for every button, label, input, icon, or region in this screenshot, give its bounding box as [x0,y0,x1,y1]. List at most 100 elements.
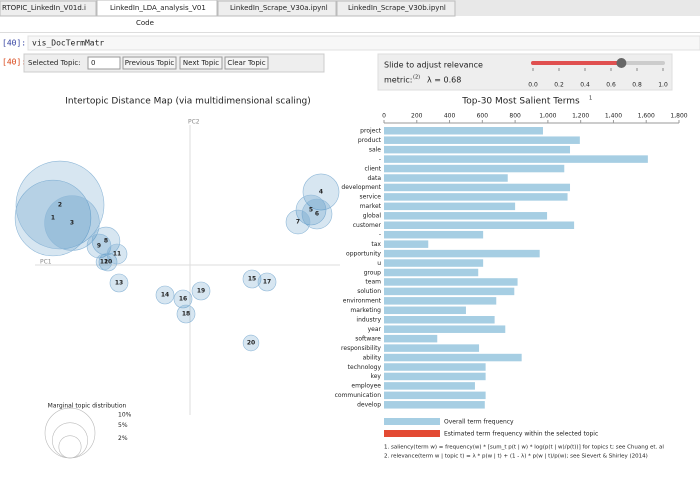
slider-label: Slide to adjust relevance [384,61,483,70]
term-label: group [364,269,382,276]
term-label: global [363,213,382,220]
bar [384,297,497,305]
size-legend-title: Marginal topic distribution [48,403,127,410]
x-tick-label: 1,600 [638,113,655,120]
topic-label: 3 [70,220,74,227]
bar [384,278,518,286]
topic-bubble[interactable] [95,253,113,271]
tab[interactable] [336,0,456,17]
term-label: client [365,165,382,172]
topic-label: 2 [58,202,62,209]
bar [384,249,540,258]
term-label: employee [351,383,381,390]
topic-bubble[interactable] [242,334,260,352]
legend-label: Estimated term frequency within the sele… [444,431,598,438]
tab-label: LinkedIn_Scrape_V30a.ipynl [230,4,328,12]
topic-bubble[interactable] [257,272,277,292]
legend-label: Overall term frequency [444,419,514,426]
footnote: 1. saliency(term w) = frequency(w) * [su… [384,445,664,451]
topic-label: 14 [161,292,169,299]
topic-label: 12 [100,259,108,266]
term-label: - [379,156,381,163]
size-legend-label: 10% [118,412,132,419]
cell-type: Code [136,19,154,27]
slider-panel [377,53,673,91]
bar [384,316,495,324]
topic-bubble[interactable] [98,252,118,272]
lambda-label: λ = 0.68 [427,76,461,85]
topic-label: 4 [319,189,323,196]
slider-label: metric: [384,76,412,85]
topic-bubble[interactable] [176,304,196,324]
term-label: project [360,128,381,135]
slider-tick-label: 0.8 [632,82,642,89]
topic-bubble[interactable] [14,179,92,257]
legend-swatch [384,418,440,425]
bar [384,353,522,362]
topic-bubble[interactable] [242,269,262,289]
topic-bubble[interactable] [302,173,340,211]
bar [384,202,516,211]
slider-tick-label: 0.4 [580,82,590,89]
bar [384,382,475,390]
tab[interactable] [0,0,97,17]
x-tick-label: 800 [509,113,521,120]
topic-bubble[interactable] [301,198,333,230]
button[interactable] [224,56,269,70]
topic-label: 5 [309,207,313,214]
button[interactable] [179,56,223,70]
topic-label: 13 [115,280,123,287]
bar [384,259,484,267]
topic-bubble[interactable] [109,273,129,293]
x-tick-label: 0 [382,113,386,120]
topic-bubble[interactable] [173,289,193,309]
term-label: software [355,335,381,342]
size-legend-circle [44,407,96,459]
slider-tick-label: 0.0 [528,82,538,89]
slider-note: (2) [413,75,420,81]
button[interactable] [122,56,177,70]
size-legend-label: 5% [118,422,128,429]
code: vis_DocTermMatr [32,39,104,48]
footnote: 2. relevance(term w | topic t) = λ * p(w… [384,454,648,460]
x-tick-label: 1,800 [670,113,687,120]
bar [384,136,580,144]
bar [384,230,484,239]
topic-label: 9 [97,243,101,250]
topic-bubble[interactable] [106,243,128,265]
topic-label: 16 [179,296,187,303]
slider-tick-label: 1.0 [658,82,668,89]
chart-title: Top-30 Most Salient Terms [461,97,580,107]
term-label: marketing [350,307,381,314]
topic-label: 11 [113,251,121,258]
term-label: tax [371,241,381,248]
topic-bubble[interactable] [44,195,100,251]
bar [384,183,571,192]
bar [384,287,515,296]
tab[interactable] [217,0,337,17]
bar [384,164,565,173]
topic-bubble[interactable] [285,209,311,235]
topic-bubble[interactable] [155,285,175,305]
topic-bubble[interactable] [191,281,211,301]
bar [384,401,485,409]
topic-label: 8 [104,238,108,245]
size-legend-label: 2% [118,435,128,442]
term-label: ability [363,354,382,361]
topic-bubble[interactable] [15,160,105,250]
term-label: u [377,260,381,267]
input-value: 0 [91,59,95,67]
bar [384,155,648,163]
term-label: team [365,279,381,286]
topic-label: 7 [296,219,300,226]
term-label: product [358,137,382,144]
topic-input[interactable] [87,56,121,70]
button-label: Previous Topic [125,59,175,67]
slider-knob[interactable] [616,58,627,68]
code-cell[interactable] [27,35,700,51]
topic-label: 19 [197,288,205,295]
tab-active[interactable] [96,0,218,17]
term-label: environment [343,298,382,305]
